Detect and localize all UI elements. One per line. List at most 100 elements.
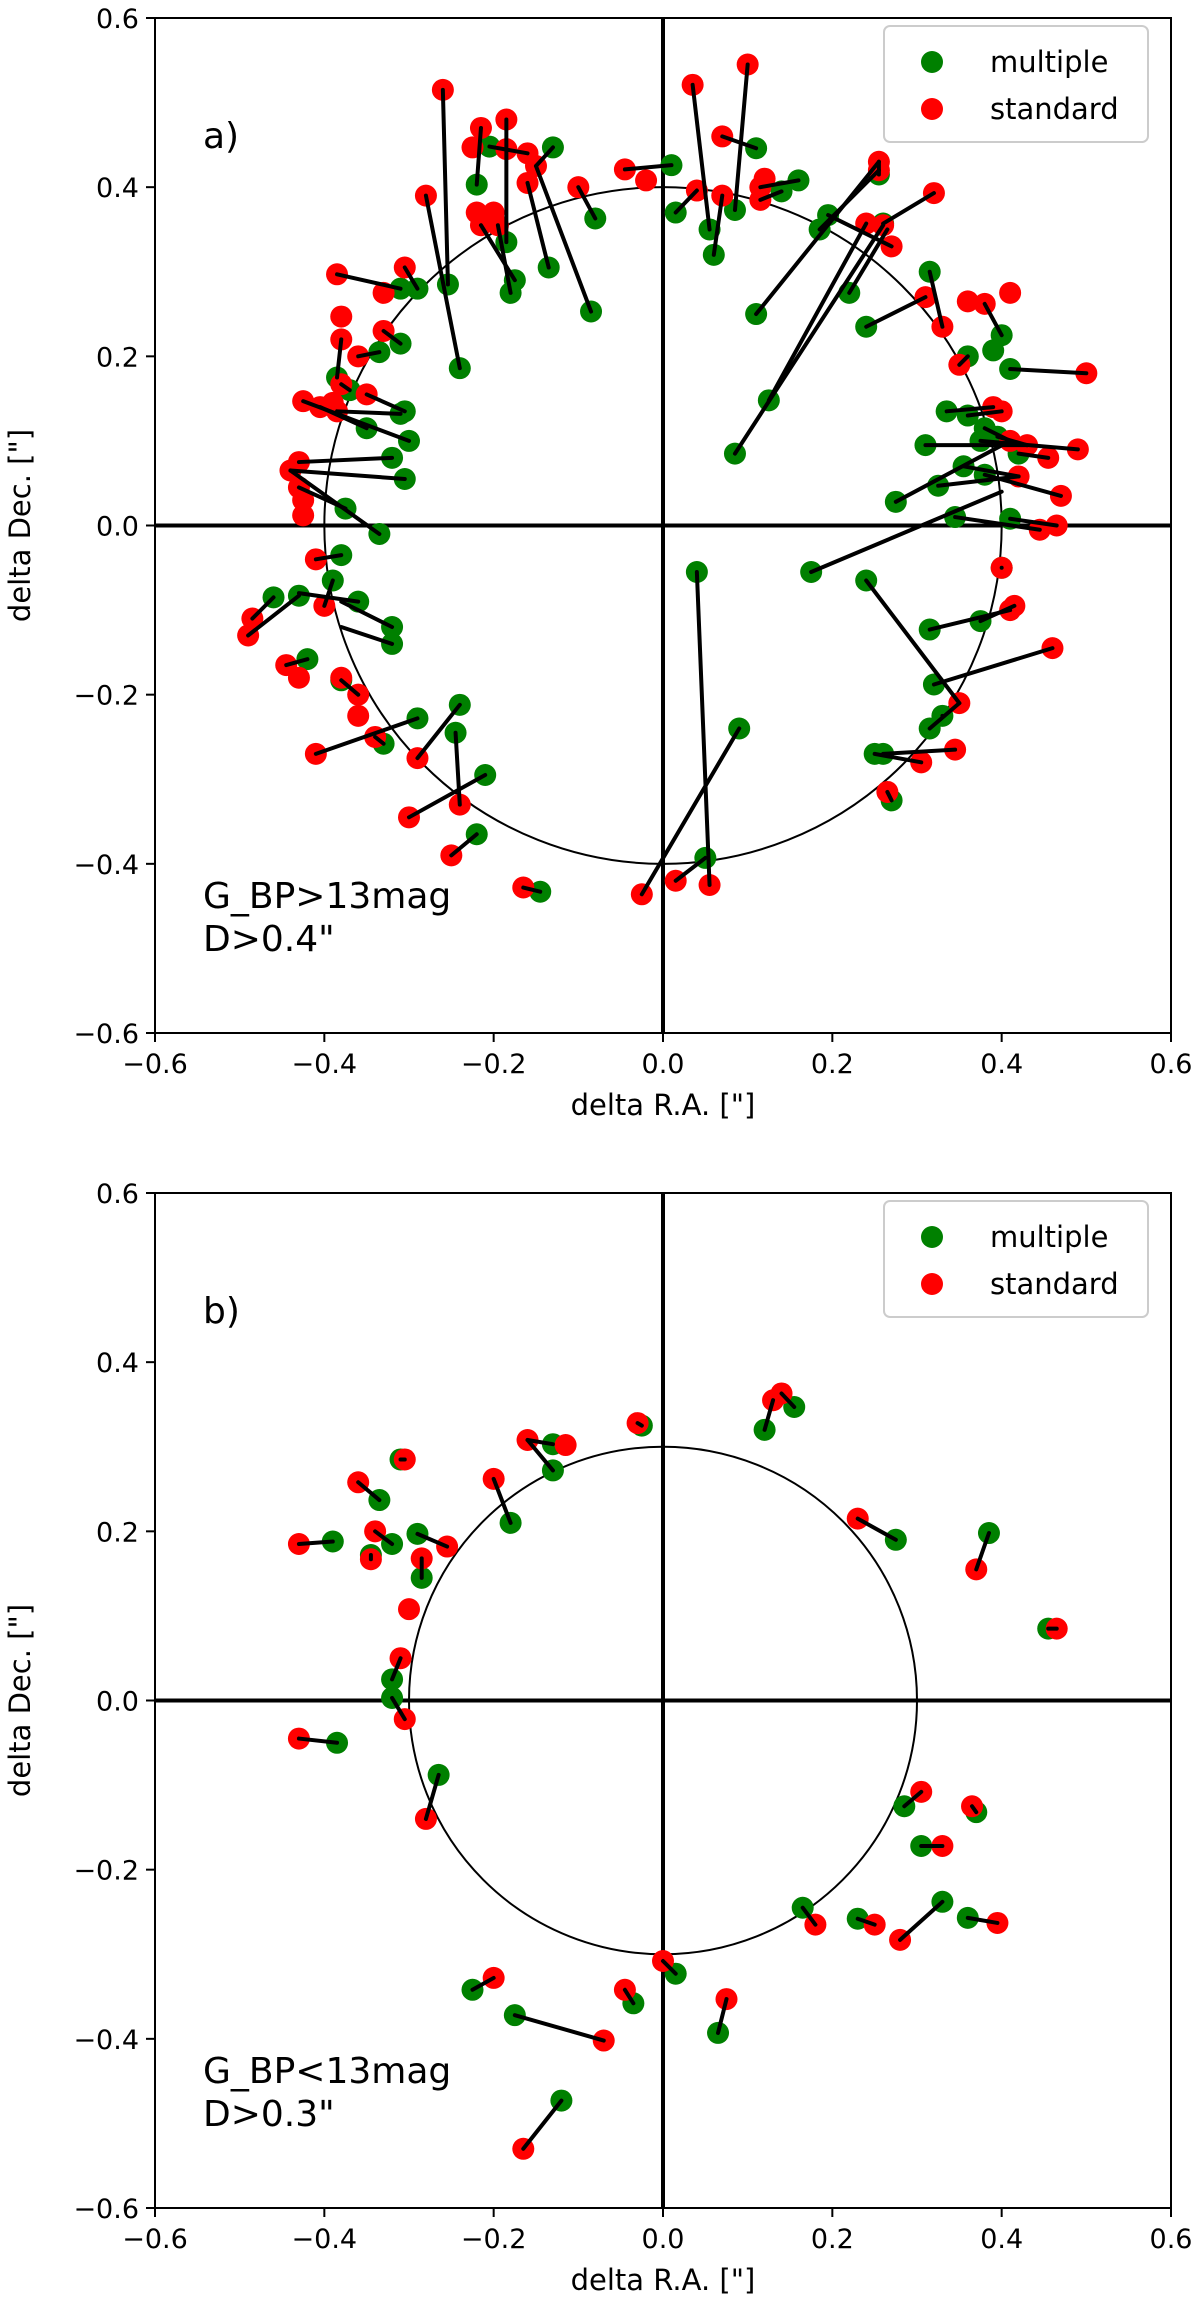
y-tick-label: 0.4	[96, 173, 139, 204]
connection-line	[521, 2098, 564, 2151]
connection-line	[322, 578, 335, 608]
annotation-line-1: G_BP>13mag	[203, 876, 451, 917]
y-tick-label: −0.4	[73, 2025, 139, 2056]
x-tick-label: 0.6	[1150, 1049, 1193, 1080]
connection-line	[622, 1987, 636, 2006]
standard-point	[330, 305, 353, 328]
annotation-line-1: G_BP<13mag	[203, 2051, 451, 2092]
connection-line	[246, 593, 301, 638]
connection-line	[474, 125, 483, 187]
connection-line	[961, 464, 1021, 479]
connection-line	[534, 145, 555, 169]
panel-label: a)	[203, 116, 239, 157]
panel-label: b)	[203, 1291, 240, 1332]
connection-line	[453, 730, 462, 807]
connection-line	[855, 1916, 877, 1927]
connection-line	[732, 223, 886, 456]
connection-line	[758, 178, 801, 190]
connection-line	[965, 1915, 1000, 1925]
connection-line	[957, 354, 970, 367]
connection-line	[881, 747, 958, 756]
connection-line	[373, 1529, 395, 1547]
y-tick-label: 0.0	[96, 512, 139, 543]
connection-line	[762, 1398, 776, 1432]
connection-line	[440, 87, 450, 287]
connection-line	[927, 701, 962, 731]
connection-line	[800, 1905, 818, 1927]
connection-line	[898, 1899, 945, 1942]
connection-line	[965, 409, 1004, 418]
x-tick-label: −0.4	[292, 2224, 358, 2255]
connection-line	[902, 1789, 924, 1809]
y-tick-label: 0.0	[96, 1687, 139, 1718]
y-tick-label: −0.6	[73, 1019, 139, 1050]
connection-line	[953, 515, 1042, 532]
connection-line	[673, 188, 699, 215]
x-tick-label: 0.2	[811, 2224, 854, 2255]
connection-line	[732, 62, 750, 213]
connection-line	[525, 180, 551, 270]
connection-line	[339, 599, 395, 629]
legend-box	[883, 25, 1149, 143]
connection-line	[381, 328, 403, 346]
connection-line	[313, 716, 420, 756]
connection-line	[296, 1736, 340, 1745]
connection-line	[847, 227, 890, 295]
connection-line	[423, 1772, 441, 1821]
connection-line	[373, 734, 386, 746]
x-tick-label: 0.0	[642, 2224, 685, 2255]
connection-line	[635, 1421, 644, 1428]
connection-line	[982, 301, 1004, 338]
connection-line	[1008, 367, 1089, 376]
connection-line	[673, 855, 708, 883]
connection-line	[521, 885, 543, 894]
connection-line	[893, 438, 1013, 504]
connection-line	[622, 163, 674, 172]
connection-line	[720, 134, 759, 151]
connection-line	[978, 603, 1017, 624]
annotation-line-2: D>0.3"	[203, 2094, 335, 2135]
standard-point	[292, 504, 315, 527]
connection-line	[364, 392, 407, 414]
connection-line	[576, 185, 598, 221]
connection-line	[318, 405, 369, 431]
connection-line	[296, 1539, 335, 1547]
connection-line	[335, 337, 344, 380]
standard-point	[554, 1434, 577, 1457]
y-tick-label: 0.2	[96, 342, 139, 373]
connection-line	[855, 1516, 898, 1542]
annotation-line-2: D>0.4"	[203, 919, 335, 960]
connection-line	[716, 1997, 729, 2035]
y-tick-label: 0.4	[96, 1348, 139, 1379]
connection-line	[936, 474, 1021, 488]
x-tick-label: 0.6	[1150, 2224, 1193, 2255]
connection-line	[478, 223, 517, 283]
legend-standard-label: standard	[990, 92, 1119, 126]
panel-b: −0.6 −0.4 −0.2 0.0 0.2 0.4 0.6 −0.6 −0.4 −0.2 0.0 0…	[3, 1179, 1192, 2297]
standard-point	[999, 281, 1022, 304]
connection-line	[313, 553, 344, 562]
connection-line	[415, 1531, 450, 1549]
legend-standard-marker	[921, 1273, 943, 1295]
connection-line	[335, 409, 403, 416]
y-tick-label: 0.2	[96, 1517, 139, 1548]
connection-line	[407, 773, 488, 820]
connection-line	[931, 646, 1055, 687]
connection-line	[885, 789, 894, 803]
standard-point	[635, 169, 658, 192]
x-tick-label: 0.0	[642, 1049, 685, 1080]
connection-line	[639, 726, 742, 897]
connection-line	[534, 164, 594, 314]
legend-multiple-label: multiple	[990, 45, 1108, 79]
connection-line	[390, 1656, 403, 1682]
connection-line	[491, 1476, 513, 1525]
standard-point	[398, 1598, 420, 1621]
y-tick-label: −0.6	[73, 2194, 139, 2225]
connection-line	[974, 1531, 991, 1572]
connection-line	[864, 295, 928, 329]
y-tick-label: −0.2	[73, 1856, 139, 1887]
standard-point	[287, 666, 310, 689]
connection-line	[487, 144, 530, 156]
connection-line	[525, 1437, 555, 1447]
